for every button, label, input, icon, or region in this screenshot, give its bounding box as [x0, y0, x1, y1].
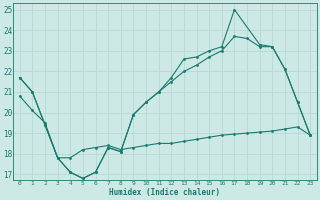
X-axis label: Humidex (Indice chaleur): Humidex (Indice chaleur): [109, 188, 220, 197]
